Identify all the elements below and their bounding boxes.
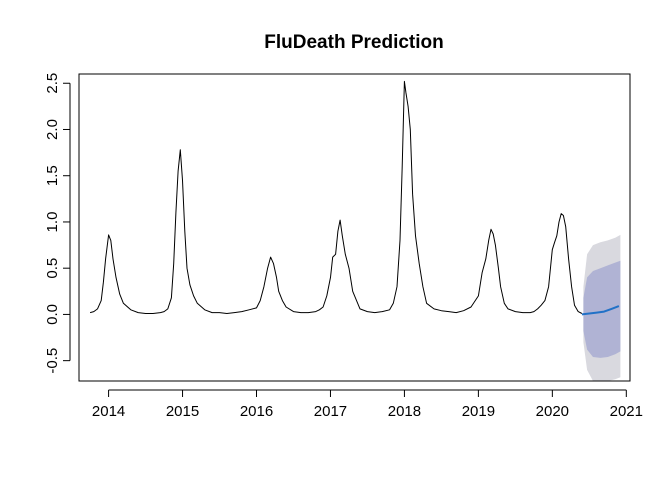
plot-box xyxy=(78,73,631,382)
observed-series-line xyxy=(89,80,583,314)
prediction-intervals xyxy=(583,234,621,381)
y-tick-label: 1.0 xyxy=(44,212,61,233)
x-tick-label: 2018 xyxy=(388,403,421,420)
x-tick-label: 2016 xyxy=(240,403,273,420)
y-tick-label: 1.5 xyxy=(44,165,61,186)
y-axis: -0.5 0.0 0.5 1.0 1.5 2.0 2.5 xyxy=(44,73,71,374)
chart-series xyxy=(89,80,620,316)
x-tick-label: 2014 xyxy=(92,403,125,420)
x-tick-label: 2019 xyxy=(462,403,495,420)
y-tick-label: 2.5 xyxy=(44,73,61,94)
x-tick-label: 2020 xyxy=(536,403,569,420)
x-tick-label: 2017 xyxy=(314,403,347,420)
x-tick-label: 2021 xyxy=(610,403,643,420)
y-tick-label: 0.5 xyxy=(44,258,61,279)
y-tick-label: 0.0 xyxy=(44,304,61,325)
forecast-series-line xyxy=(581,305,620,316)
x-tick-label: 2015 xyxy=(166,403,199,420)
y-tick-label: -0.5 xyxy=(44,348,61,374)
y-tick-label: 2.0 xyxy=(44,119,61,140)
x-axis: 2014 2015 2016 2017 2018 2019 2020 2021 xyxy=(92,389,643,420)
inner-interval-band xyxy=(583,260,621,358)
chart-title: FluDeath Prediction xyxy=(264,32,443,53)
